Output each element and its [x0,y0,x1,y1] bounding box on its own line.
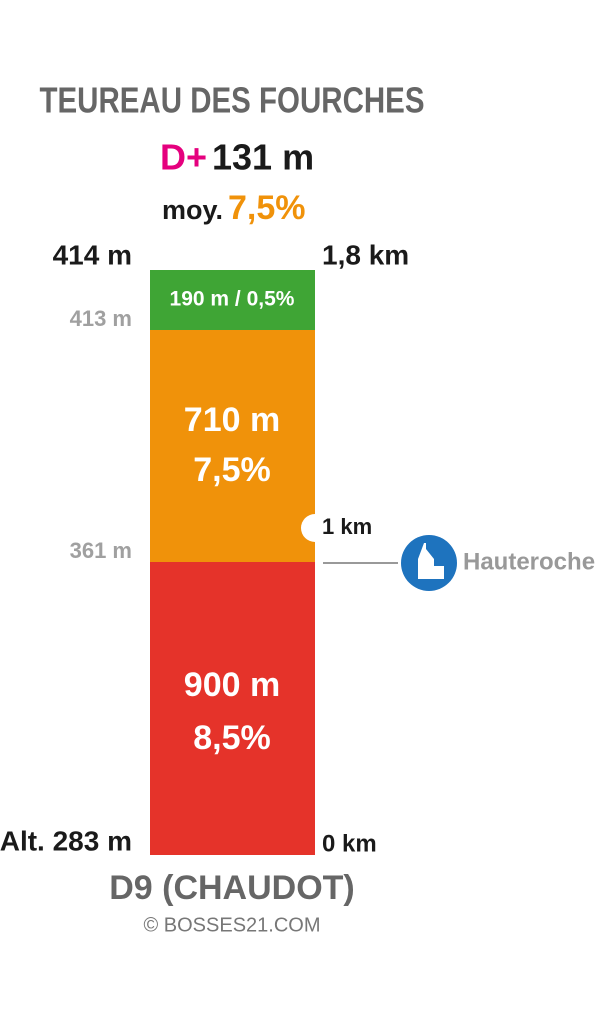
top-altitude: 414 m [53,239,132,270]
church-icon [434,566,444,579]
distance-marker: 1 km [322,514,372,539]
waypoint-name: Hauteroche [463,548,595,575]
altitude: 413 m [70,306,132,331]
start-altitude: Alt. 283 m [0,825,132,856]
title: TEUREAU DES FOURCHES [40,80,425,121]
total-distance: 1,8 km [322,239,409,270]
segment-grade: 7,5% [193,451,271,489]
credit: © BOSSES21.COM [143,914,320,936]
segment-1 [150,270,315,330]
segment-text: 190 m / 0,5% [170,288,295,311]
start-road: D9 (CHAUDOT) [109,869,355,907]
start-distance: 0 km [322,830,377,857]
average: 7,5% [228,189,306,227]
segment-grade: 8,5% [193,719,271,757]
marker-notch [301,514,315,542]
gain: 131 m [212,137,314,178]
altitude: 361 m [70,538,132,563]
gain-label: D+ [160,137,207,178]
segment-length: 900 m [184,666,280,704]
average-label: moy. [162,195,223,225]
segment-length: 710 m [184,401,280,439]
segment-3 [150,562,315,855]
segment-2 [150,330,315,562]
church-icon [418,543,434,579]
